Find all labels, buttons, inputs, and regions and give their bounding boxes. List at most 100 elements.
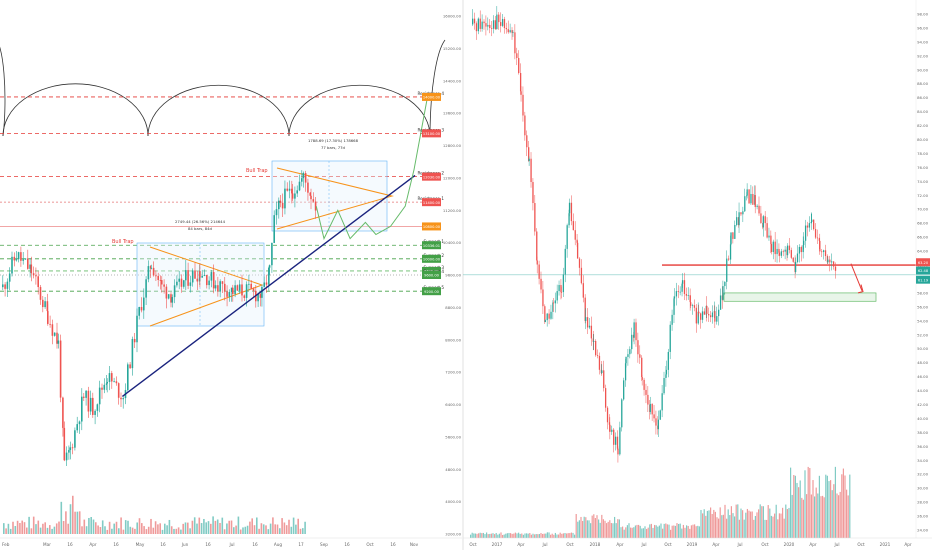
candle-body	[774, 241, 776, 255]
left-x-tick: 16	[67, 542, 73, 547]
candle-body	[85, 390, 87, 398]
volume-bar	[106, 529, 109, 534]
candle-body	[780, 251, 783, 256]
volume-bar	[290, 526, 293, 534]
volume-bar	[210, 523, 212, 534]
volume-bar	[228, 520, 230, 534]
candle-body	[203, 274, 206, 277]
candle-body	[273, 215, 275, 243]
candle-body	[546, 313, 548, 321]
candle-body	[223, 283, 226, 292]
volume-bar	[150, 518, 152, 534]
candle-body	[472, 18, 474, 25]
candle-body	[46, 301, 49, 312]
candle-body	[159, 280, 162, 281]
candle-body	[778, 252, 781, 256]
candle-body	[699, 313, 702, 320]
candle-body	[736, 217, 738, 225]
candle-body	[657, 419, 660, 430]
candle-body	[519, 73, 522, 92]
candle-body	[191, 270, 194, 283]
volume-bar	[164, 523, 166, 534]
candle-body	[770, 235, 772, 245]
left-x-tick: 16	[205, 542, 211, 547]
volume-bar	[535, 534, 537, 538]
candle-body	[485, 23, 487, 27]
candle-body	[201, 276, 203, 278]
projection-arrow	[850, 263, 863, 292]
candle-body	[776, 248, 778, 255]
volume-bar	[235, 525, 237, 534]
candle-body	[685, 293, 688, 296]
volume-bar	[694, 524, 696, 538]
volume-bar	[743, 519, 745, 538]
candle-body	[150, 267, 153, 269]
candle-body	[681, 280, 684, 284]
right-x-tick: Jul	[541, 542, 547, 547]
right-y-tick: 92.00	[917, 53, 928, 58]
volume-bar	[778, 513, 780, 538]
volume-bar	[129, 526, 132, 534]
volume-bar	[663, 523, 665, 538]
candle-body	[611, 429, 613, 432]
candle-body	[101, 387, 103, 390]
right-y-tick: 58.00	[917, 290, 928, 295]
candle-body	[473, 18, 476, 24]
level-tag-box	[422, 129, 441, 138]
price-tag-value: 61.19	[918, 278, 929, 282]
volume-bar	[108, 521, 111, 534]
volume-bar	[136, 522, 138, 534]
left-x-tick: May	[136, 542, 145, 547]
candle-body	[507, 29, 509, 33]
volume-bar	[486, 532, 488, 538]
volume-bar	[474, 533, 476, 538]
right-y-tick: 26.00	[917, 514, 928, 519]
left-x-tick: 16	[252, 542, 258, 547]
volume-bar	[147, 526, 150, 534]
candle-body	[609, 424, 611, 432]
volume-bar	[583, 516, 585, 538]
volume-bar	[198, 517, 201, 534]
volume-bar	[200, 523, 203, 534]
volume-bar	[673, 525, 675, 538]
right-y-tick: 24.00	[917, 528, 928, 533]
volume-bar	[711, 513, 713, 538]
candle-body	[185, 270, 187, 281]
volume-bar	[628, 523, 630, 538]
volume-bar	[678, 523, 680, 538]
volume-bar	[772, 516, 774, 538]
volume-bar	[580, 516, 582, 538]
right-x-tick: Oct	[761, 542, 769, 547]
volume-bar	[260, 523, 263, 534]
volume-bar	[647, 527, 649, 538]
candle-body	[740, 212, 742, 215]
candle-body	[778, 248, 780, 253]
projection-path	[315, 96, 428, 241]
volume-bar	[620, 527, 622, 538]
volume-bar	[127, 520, 129, 534]
volume-bar	[203, 518, 205, 534]
volume-bar	[777, 519, 779, 538]
right-x-tick: 2020	[784, 542, 795, 547]
candle-body	[520, 91, 522, 95]
candle-body	[659, 410, 661, 420]
candle-body	[83, 396, 85, 398]
volume-bar	[196, 523, 198, 534]
candle-body	[675, 291, 678, 297]
candle-body	[257, 293, 259, 302]
candle-body	[234, 285, 236, 295]
candle-body	[554, 300, 556, 304]
right-y-tick: 30.00	[917, 486, 928, 491]
volume-bar	[297, 518, 299, 534]
left-y-tick: 4800.00	[445, 467, 461, 472]
volume-bar	[191, 520, 194, 534]
volume-bar	[708, 510, 710, 538]
candle-body	[824, 250, 827, 257]
candle-body	[588, 325, 591, 328]
candle-body	[673, 296, 676, 299]
right-y-tick: 86.00	[917, 95, 928, 100]
candle-body	[782, 251, 784, 253]
volume-bar	[28, 516, 30, 534]
volume-bar	[159, 523, 161, 534]
candle-body	[245, 284, 248, 298]
